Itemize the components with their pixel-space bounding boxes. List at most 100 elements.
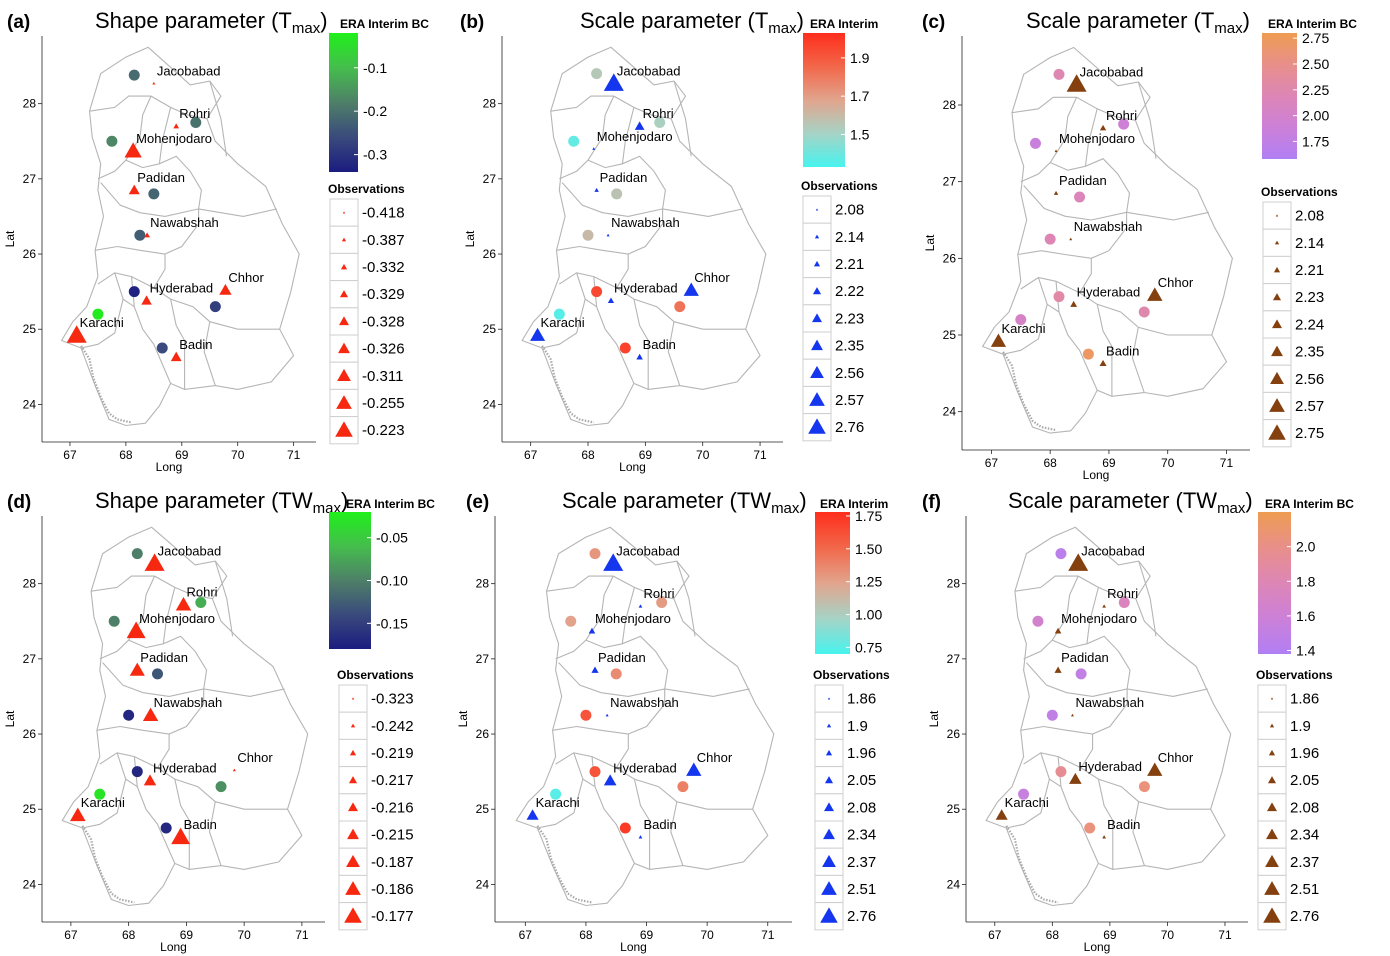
panel-c: (c) Scale parameter (Tmax) 67 68 69 70 71 24 25 2… [922, 8, 1357, 482]
y-tick-label: 26 [23, 727, 37, 741]
title-close: ) [799, 488, 806, 513]
observation-marker [607, 297, 615, 303]
colorbar [815, 512, 850, 654]
district-boundary [158, 107, 172, 164]
province-outline [60, 46, 300, 427]
era-point [215, 781, 227, 793]
station-label: Chhor [237, 750, 273, 765]
legend-value: 2.08 [835, 202, 864, 219]
y-tick-label: 24 [483, 397, 497, 411]
station-label: Rohri [1106, 108, 1137, 123]
district-boundary [587, 155, 666, 209]
legend-value: 1.96 [847, 745, 876, 762]
station-label: Padidan [137, 170, 185, 185]
station-label: Mohenjodaro [595, 611, 671, 626]
district-boundary [125, 155, 202, 209]
era-point [1046, 709, 1058, 721]
district-boundary [100, 182, 278, 217]
district-boundary [162, 587, 176, 644]
title-subscript: max [292, 20, 321, 37]
x-tick-label: 67 [985, 456, 999, 470]
panel-title: Scale parameter (TWmax) [1008, 488, 1253, 517]
legend-key [338, 902, 368, 931]
observation-marker [1054, 666, 1062, 673]
district-boundary [1020, 97, 1078, 183]
legend-value: -0.216 [371, 799, 414, 816]
era-point [580, 709, 592, 721]
observation-marker [126, 621, 146, 639]
y-tick-label: 27 [23, 652, 37, 666]
observation-marker [142, 707, 159, 721]
legend-marker [349, 749, 357, 756]
district-boundary [1084, 108, 1098, 167]
era-point [619, 342, 631, 354]
station-label: Rohri [187, 585, 218, 600]
x-tick-label: 70 [1161, 456, 1175, 470]
era-point [1055, 548, 1067, 560]
station-label: Mohenjodaro [1061, 611, 1137, 626]
legend-marker [1267, 776, 1277, 784]
district-boundary [1052, 635, 1131, 689]
district-boundary [214, 560, 234, 637]
province-outline [515, 526, 775, 907]
observation-marker [152, 81, 156, 85]
colorbar-title: ERA Interim [810, 17, 878, 31]
station-label: Padidan [140, 650, 188, 665]
observation-marker [995, 809, 1008, 820]
district-boundary [1079, 258, 1092, 294]
station-label: Mohenjodaro [139, 611, 215, 626]
legend-value: -0.242 [371, 718, 414, 735]
observation-marker [603, 553, 624, 571]
era-point [1029, 137, 1041, 149]
era-point [190, 116, 202, 128]
x-tick-label: 68 [122, 928, 136, 942]
legend-marker [821, 881, 837, 895]
observation-marker [1099, 124, 1107, 131]
colorbar-title: ERA Interim [820, 497, 888, 511]
legend-marker [1270, 697, 1274, 700]
colorbar-tick-label: -0.05 [376, 530, 408, 546]
era-point [160, 822, 172, 834]
legend-title: Observations [801, 179, 878, 193]
panel-title: Scale parameter (Tmax) [580, 8, 804, 37]
x-tick-label: 68 [1043, 456, 1057, 470]
colorbar-tick-label: 2.0 [1296, 539, 1316, 555]
district-boundary [1137, 81, 1157, 159]
x-tick-label: 71 [761, 928, 775, 942]
x-tick-label: 70 [231, 448, 245, 462]
x-tick-label: 67 [524, 448, 538, 462]
station-label: Chhor [697, 750, 733, 765]
legend-marker [810, 365, 824, 378]
legend-title: Observations [1256, 668, 1333, 682]
title-close: ) [341, 488, 348, 513]
observation-marker [1069, 237, 1073, 241]
observation-marker [1102, 604, 1107, 608]
title-subscript: max [1217, 500, 1246, 517]
legend-marker [1269, 398, 1285, 412]
era-point [131, 548, 143, 560]
station-label: Karachi [541, 315, 585, 330]
legend-title: Observations [1261, 185, 1338, 199]
legend-value: 2.76 [847, 908, 876, 925]
colorbar-tick-label: 1.75 [855, 508, 882, 524]
station-label: Karachi [536, 795, 580, 810]
observation-marker [1099, 359, 1107, 367]
station-label: Rohri [643, 586, 674, 601]
panel-e: (e) Scale parameter (TWmax) 67 68 69 70 71 24 25… [456, 488, 890, 954]
colorbar-title: ERA Interim BC [1265, 497, 1354, 511]
district-boundary [1097, 778, 1114, 870]
legend-marker [1274, 240, 1280, 245]
legend-value: -0.387 [362, 232, 405, 249]
station-label: Nawabshah [1074, 219, 1143, 234]
y-tick-label: 25 [943, 328, 957, 342]
legend-value: -0.219 [371, 745, 414, 762]
colorbar-tick-label: 1.6 [1296, 608, 1316, 624]
colorbar-tick-label: -0.2 [363, 103, 387, 119]
legend-marker [1268, 424, 1286, 440]
station-label: Nawabshah [611, 215, 680, 230]
legend-title: Observations [813, 668, 890, 682]
x-axis-label: Long [1084, 940, 1111, 954]
x-tick-label: 69 [640, 928, 654, 942]
legend-value: 2.56 [1295, 371, 1324, 388]
x-tick-label: 67 [519, 928, 533, 942]
